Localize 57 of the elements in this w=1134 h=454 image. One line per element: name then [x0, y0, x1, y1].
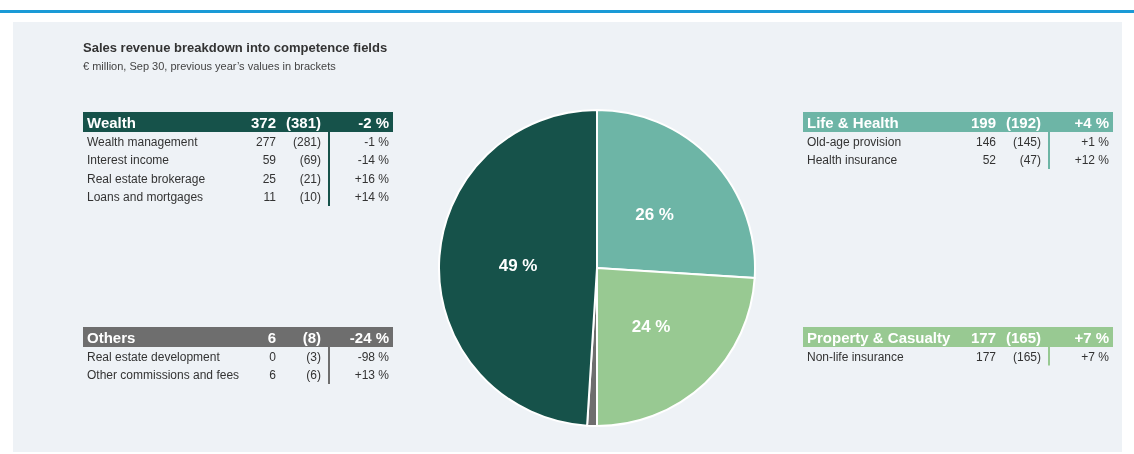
text: (69): [299, 153, 321, 167]
category-label: Real estate development: [87, 349, 221, 364]
category-label: Real estate brokerage: [87, 171, 206, 186]
text: (10): [299, 190, 321, 204]
category-label: Property & Casualty: [807, 328, 952, 346]
text: -14 %: [357, 153, 389, 167]
text: (165): [1012, 349, 1041, 364]
text: (145): [1012, 134, 1041, 149]
data-label: 49 %: [498, 256, 538, 276]
category-label: Health insurance: [807, 153, 898, 167]
text: 6: [269, 368, 276, 382]
text: 146: [975, 134, 996, 149]
category-label: Wealth: [87, 113, 136, 131]
text: 59: [262, 153, 276, 167]
text: (192): [1005, 113, 1041, 131]
text: 11: [263, 190, 276, 204]
text: -98 %: [357, 349, 389, 364]
text: 199: [970, 113, 996, 131]
text: € million, Sep 30, previous year’s values in brackets: [83, 60, 337, 72]
category-label: Non-life insurance: [807, 349, 905, 364]
text: +4 %: [1074, 113, 1109, 131]
text: -24 %: [349, 328, 389, 346]
text: (6): [306, 368, 321, 382]
text: +16 %: [354, 171, 389, 186]
text: 25: [262, 171, 276, 186]
category-label: Wealth management: [87, 134, 199, 149]
text: +13 %: [354, 368, 389, 382]
text: (8): [302, 328, 321, 346]
text: +12 %: [1074, 153, 1109, 167]
text: 6: [267, 328, 276, 346]
text: (281): [292, 134, 321, 149]
text: (165): [1005, 328, 1041, 346]
text: Sales revenue breakdown into competence fields: [83, 40, 388, 55]
text: 277: [255, 134, 276, 149]
text: 177: [970, 328, 996, 346]
text: -2 %: [358, 113, 389, 131]
text: (47): [1019, 153, 1041, 167]
category-label: Other commissions and fees: [87, 368, 240, 382]
category-label: Interest income: [87, 153, 170, 167]
category-label: Others: [87, 328, 136, 346]
text: 177: [975, 349, 996, 364]
text: -1 %: [364, 134, 389, 149]
text: +7 %: [1074, 328, 1109, 346]
data-label: 26 %: [635, 204, 674, 224]
text: +1 %: [1081, 134, 1109, 149]
text: 52: [982, 153, 996, 167]
text: (21): [299, 171, 321, 186]
category-label: Life & Health: [807, 113, 899, 131]
category-label: Old-age provision: [807, 134, 902, 149]
text: 0: [269, 349, 276, 364]
text: (3): [306, 349, 321, 364]
text: +7 %: [1081, 349, 1109, 364]
text: (381): [285, 113, 321, 131]
category-label: Loans and mortgages: [87, 190, 204, 204]
data-label: 24 %: [631, 316, 671, 336]
text: +14 %: [354, 190, 389, 204]
text: 372: [250, 113, 276, 131]
